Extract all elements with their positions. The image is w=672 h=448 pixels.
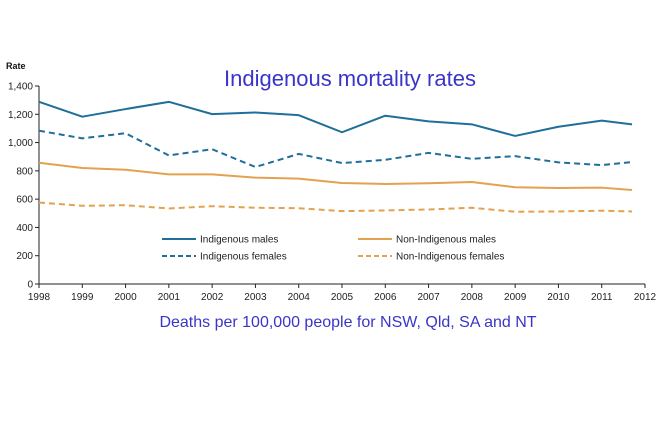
y-tick-label: 200: [16, 251, 33, 262]
legend-label: Non-Indigenous males: [396, 235, 496, 246]
chart-title: Indigenous mortality rates: [224, 66, 476, 91]
legend-label: Non-Indigenous females: [396, 252, 504, 263]
x-tick-label: 2012: [634, 292, 657, 303]
series-line-non-indigenous-females: [38, 201, 633, 213]
x-tick-label: 2000: [114, 292, 137, 303]
x-tick-label: 2007: [417, 292, 440, 303]
x-tick-label: 2005: [331, 292, 354, 303]
y-axis-label: Rate: [6, 61, 26, 71]
series-line-indigenous-females: [38, 129, 633, 169]
x-tick-label: 2011: [591, 292, 613, 303]
y-tick-label: 1,200: [8, 110, 33, 121]
x-tick-label: 2002: [201, 292, 224, 303]
x-tick-label: 2001: [158, 292, 181, 303]
series-line-non-indigenous-males: [38, 161, 633, 191]
x-tick-label: 2009: [504, 292, 527, 303]
x-tick-label: 2004: [288, 292, 311, 303]
x-tick-label: 1999: [71, 292, 94, 303]
series-line-indigenous-males: [38, 100, 633, 137]
y-tick-label: 800: [16, 166, 33, 177]
x-tick-label: 2010: [547, 292, 570, 303]
y-tick-label: 600: [16, 195, 33, 206]
chart-subtitle: Deaths per 100,000 people for NSW, Qld, …: [159, 314, 536, 331]
x-tick-label: 2003: [244, 292, 267, 303]
legend-label: Indigenous females: [200, 252, 287, 263]
x-tick-label: 1998: [28, 292, 51, 303]
y-tick-label: 400: [16, 223, 33, 234]
legend-label: Indigenous males: [200, 235, 278, 246]
x-tick-label: 2006: [374, 292, 397, 303]
y-tick-label: 0: [27, 280, 33, 291]
y-tick-label: 1,400: [8, 82, 33, 93]
x-tick-label: 2008: [461, 292, 484, 303]
y-tick-label: 1,000: [8, 138, 33, 149]
